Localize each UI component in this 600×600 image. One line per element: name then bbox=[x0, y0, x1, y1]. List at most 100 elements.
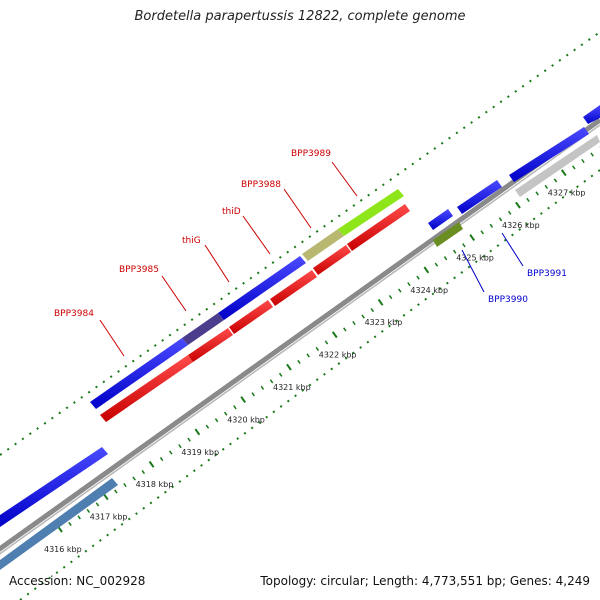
scale-minor-tick bbox=[315, 346, 320, 351]
gene-bpp3984-arrow[interactable] bbox=[90, 338, 188, 409]
lower-feature-track bbox=[0, 135, 600, 570]
scale-major-tick bbox=[469, 234, 476, 241]
gene-thid-arrow[interactable] bbox=[302, 229, 344, 261]
gene-left-blue-arrow[interactable] bbox=[0, 447, 108, 527]
scale-minor-tick bbox=[260, 385, 265, 390]
scale-tick-label: 4322 kbp bbox=[319, 351, 357, 360]
scale-major-tick bbox=[240, 396, 247, 403]
scale-minor-tick bbox=[168, 450, 173, 455]
label-leaders bbox=[99, 161, 524, 357]
scale-major-tick bbox=[423, 266, 430, 274]
scale-major-tick bbox=[102, 493, 109, 501]
scale-minor-tick bbox=[480, 230, 484, 235]
scale-major-tick bbox=[331, 331, 338, 339]
scale-minor-tick bbox=[407, 282, 411, 287]
scale-major-tick bbox=[148, 460, 155, 468]
scale-minor-tick bbox=[68, 521, 72, 526]
gene-red-arrow-6[interactable] bbox=[347, 204, 410, 251]
scale-minor-tick bbox=[187, 437, 191, 442]
gene-bpp3990-arrow[interactable] bbox=[428, 209, 453, 230]
scale-tick-label: 4325 kbp bbox=[456, 253, 494, 262]
scale-minor-tick bbox=[553, 178, 558, 183]
gene-red-arrow-4[interactable] bbox=[270, 270, 317, 306]
scale-major-tick bbox=[515, 201, 521, 209]
scale-minor-tick bbox=[507, 210, 512, 215]
label-bpp3990[interactable]: BPP3990 bbox=[488, 295, 528, 305]
label-bpp3991[interactable]: BPP3991 bbox=[527, 269, 567, 279]
scale-minor-tick bbox=[498, 217, 503, 222]
scale-tick-label: 4324 kbp bbox=[410, 286, 448, 295]
scale-minor-tick bbox=[581, 158, 585, 164]
gene-bpp3989-arrow[interactable] bbox=[338, 189, 404, 236]
gene-steelblue-arrow[interactable] bbox=[0, 478, 118, 570]
scale-tick-label: 4326 kbp bbox=[502, 221, 540, 230]
scale-major-tick bbox=[286, 363, 292, 371]
gene-red-arrow-1[interactable] bbox=[100, 355, 193, 422]
scale-tick-label: 4323 kbp bbox=[365, 318, 403, 327]
scale-tick-label: 4321 kbp bbox=[273, 383, 311, 392]
scale-tick-label: 4320 kbp bbox=[227, 415, 265, 424]
gene-upper-right-arrow[interactable] bbox=[583, 105, 600, 124]
gene-olive-arrow[interactable] bbox=[433, 222, 463, 247]
scale-minor-tick bbox=[324, 340, 329, 345]
scale-minor-tick bbox=[590, 152, 594, 157]
scale-minor-tick bbox=[95, 502, 100, 507]
scale-minor-tick bbox=[306, 353, 310, 358]
label-thig[interactable]: thiG bbox=[182, 236, 201, 246]
label-thid[interactable]: thiD bbox=[222, 207, 241, 217]
scale-tick-label: 4316 kbp bbox=[44, 545, 82, 554]
scale-minor-tick bbox=[397, 288, 402, 293]
scale-tick-label: 4319 kbp bbox=[181, 448, 219, 457]
scale-ruler bbox=[19, 169, 600, 600]
scale-minor-tick bbox=[123, 482, 127, 488]
scale-minor-tick bbox=[388, 295, 393, 300]
scale-tick-label: 4317 kbp bbox=[90, 513, 128, 522]
scale-minor-tick bbox=[572, 165, 576, 170]
gene-bpp3991-arrow[interactable] bbox=[457, 180, 502, 214]
scale-minor-tick bbox=[214, 418, 219, 423]
scale-minor-tick bbox=[361, 314, 365, 319]
label-bpp3988[interactable]: BPP3988 bbox=[241, 180, 281, 190]
gene-gray-arrow[interactable] bbox=[515, 135, 600, 197]
scale-minor-tick bbox=[452, 249, 457, 254]
scale-minor-tick bbox=[443, 256, 448, 261]
scale-minor-tick bbox=[462, 243, 466, 248]
scale-tick-label: 4327 kbp bbox=[548, 189, 586, 198]
topology-text: Topology: circular; Length: 4,773,551 bp… bbox=[260, 574, 590, 588]
scale-minor-tick bbox=[77, 515, 81, 520]
scale-minor-tick bbox=[526, 197, 530, 202]
gene-thig-arrow[interactable] bbox=[218, 256, 306, 320]
scale-major-tick bbox=[194, 428, 201, 436]
scale-minor-tick bbox=[544, 184, 549, 189]
scale-minor-tick bbox=[132, 476, 136, 481]
scale-minor-tick bbox=[141, 469, 146, 475]
scale-minor-tick bbox=[297, 359, 301, 364]
gene-upper-blue-arrow[interactable] bbox=[509, 127, 589, 182]
gene-red-arrow-5[interactable] bbox=[313, 245, 351, 275]
scale-minor-tick bbox=[223, 411, 228, 416]
scale-minor-tick bbox=[251, 392, 255, 397]
label-bpp3985[interactable]: BPP3985 bbox=[119, 265, 159, 275]
gene-red-arrow-2[interactable] bbox=[188, 328, 233, 362]
scale-minor-tick bbox=[370, 307, 375, 313]
scale-minor-tick bbox=[535, 191, 539, 196]
scale-minor-tick bbox=[178, 444, 182, 449]
label-bpp3984[interactable]: BPP3984 bbox=[54, 309, 94, 319]
label-bpp3989[interactable]: BPP3989 bbox=[291, 149, 331, 159]
scale-minor-tick bbox=[352, 320, 356, 326]
scale-minor-tick bbox=[205, 424, 210, 429]
scale-tick-label: 4318 kbp bbox=[136, 480, 174, 489]
scale-minor-tick bbox=[86, 508, 91, 513]
gene-bpp3985-arrow[interactable] bbox=[182, 313, 224, 345]
scale-major-tick bbox=[560, 169, 567, 177]
scale-minor-tick bbox=[233, 405, 237, 410]
gene-labels: BPP3984 BPP3985 thiG thiD BPP3988 BPP398… bbox=[54, 149, 567, 319]
gene-red-arrow-3[interactable] bbox=[229, 300, 273, 334]
scale-minor-tick bbox=[114, 489, 118, 494]
scale-minor-tick bbox=[489, 223, 494, 228]
scale-minor-tick bbox=[343, 327, 347, 332]
scale-minor-tick bbox=[159, 457, 164, 462]
scale-minor-tick bbox=[269, 379, 274, 384]
backbone-track bbox=[0, 117, 600, 555]
